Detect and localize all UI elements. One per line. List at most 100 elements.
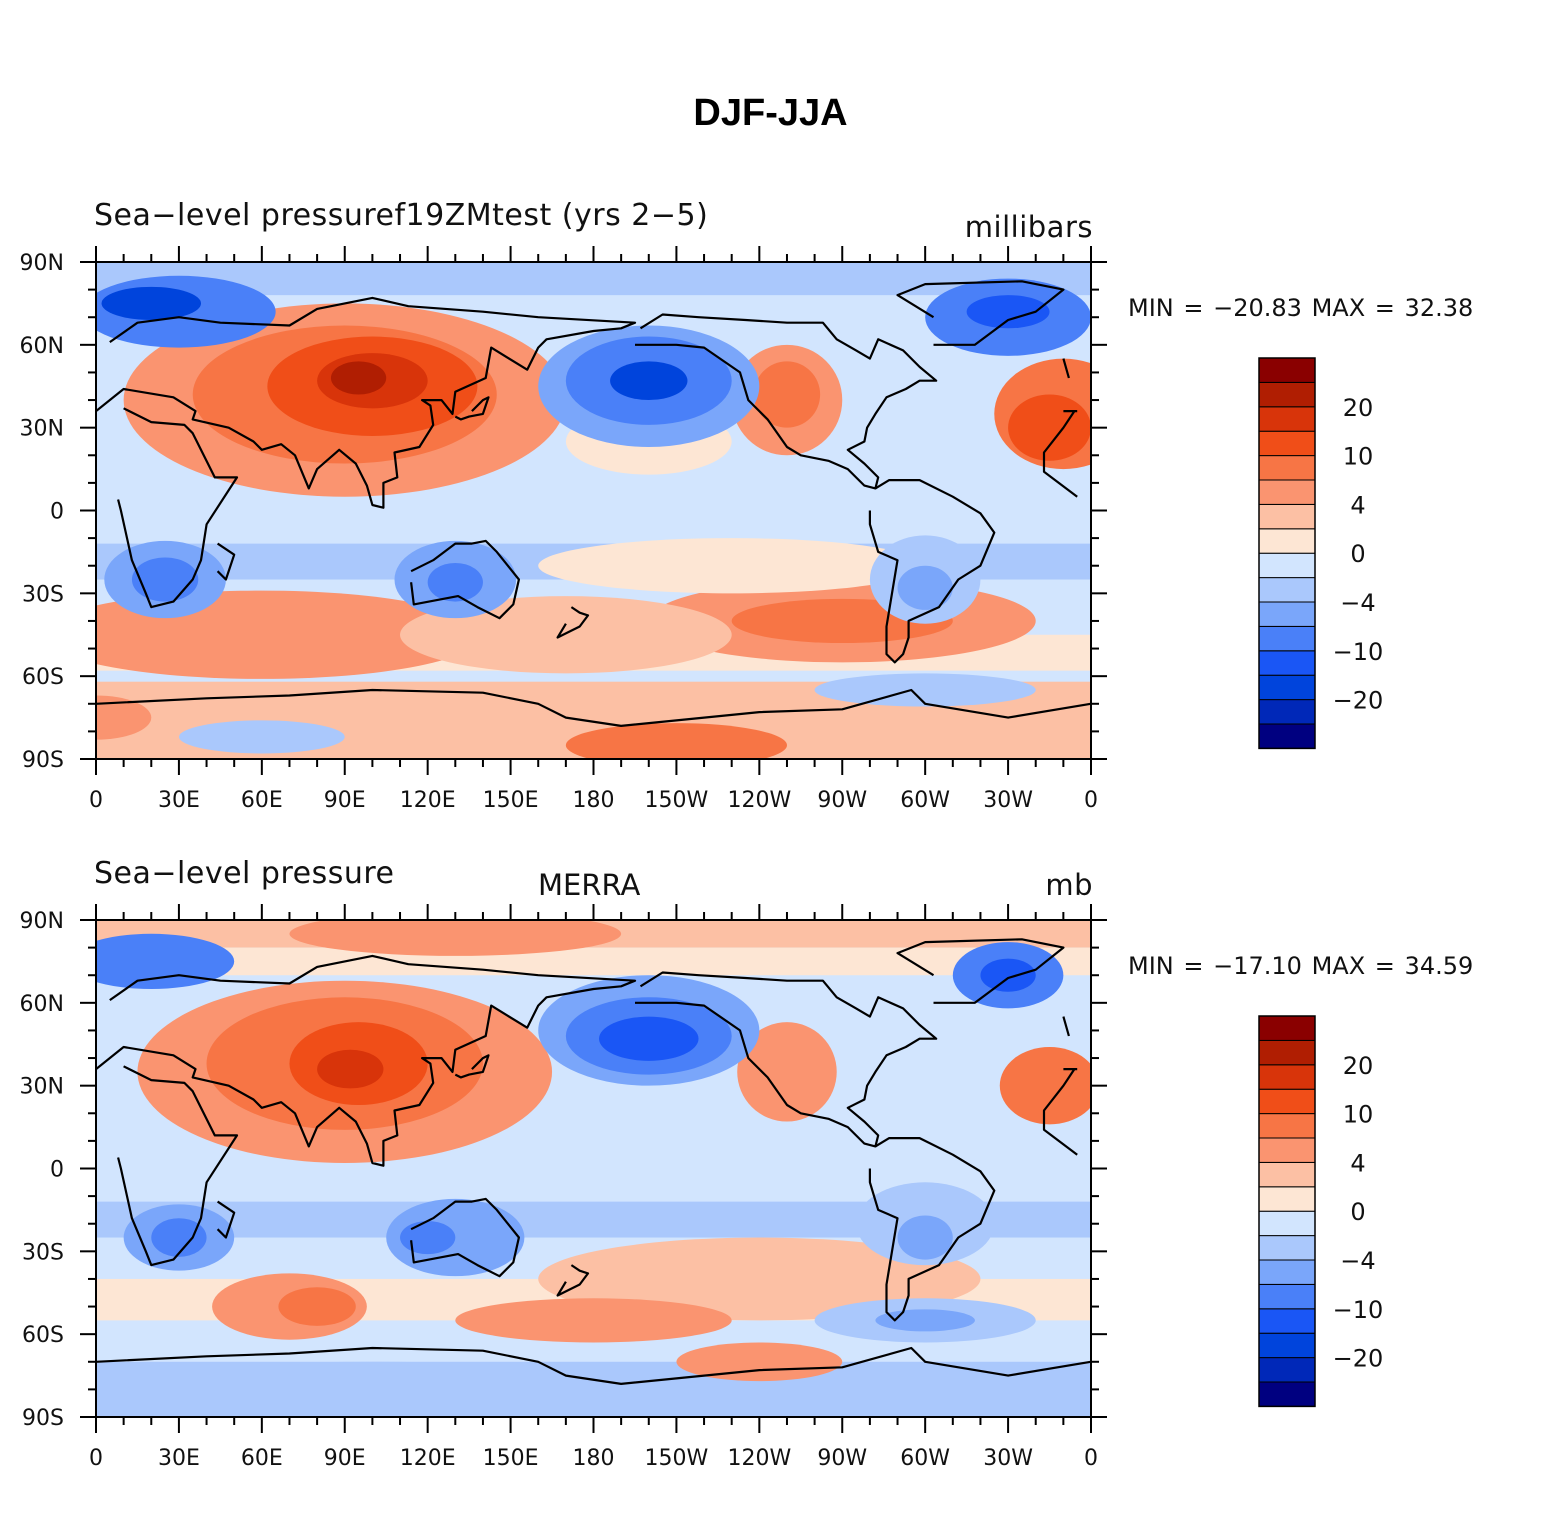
contour-band [96,947,1091,976]
contour-region [96,933,235,990]
figure-title: DJF-JJA [693,92,848,134]
contour-region [980,958,1036,992]
colorbar-swatch [1258,1357,1316,1383]
coastline [410,539,520,620]
colorbar-swatch [1258,1137,1316,1163]
colorbar-swatch [1258,601,1316,627]
colorbar-label: 4 [1350,1149,1365,1177]
colorbar-swatch [1258,1039,1316,1066]
y-tick-label: 90S [22,1406,64,1431]
x-tick-label: 150W [645,788,709,813]
colorbar-swatch [1258,1161,1316,1188]
contour-region [455,1298,732,1343]
x-tick-label: 60W [900,788,950,813]
contour-field [96,920,1091,1417]
panel-left-title: Sea−level pressuref19ZMtest (yrs 2−5) [94,198,709,233]
colorbar-swatch [1258,1332,1316,1359]
min-max-stats: MIN = −20.83 MAX = 32.38 [1128,294,1473,322]
colorbar-swatch [1258,1113,1316,1139]
coastline [454,1054,490,1079]
y-tick-label: 30S [22,1240,64,1265]
x-tick-label: 0 [1084,788,1098,813]
colorbar-swatch [1258,650,1316,676]
colorbar-swatch [1258,1088,1316,1115]
coastline [96,296,1070,509]
x-tick-label: 150W [645,1446,709,1471]
y-tick-label: 60S [22,1323,64,1348]
colorbar-label: −20 [1333,1345,1384,1373]
y-tick-label: 90S [22,748,64,773]
colorbar-swatch [1258,430,1316,457]
y-tick-label: 30S [22,582,64,607]
panel-model: Sea−level pressuref19ZMtest (yrs 2−5) mi… [0,190,1541,830]
colorbar-label: 0 [1350,1198,1365,1226]
colorbar-label: 4 [1350,491,1365,519]
coastlines [96,938,1091,1385]
colorbar-frame [1258,357,1316,750]
coastline [96,1346,1091,1385]
colorbar-swatch [1258,503,1316,530]
contour-region [565,723,787,759]
coastline [96,688,1091,727]
panel-center-title: MERRA [538,868,641,902]
contour-region [427,562,483,602]
colorbar-swatch [1258,1064,1316,1090]
max-value: 32.38 [1404,294,1474,322]
colorbar-swatch [1258,1283,1316,1310]
colorbar-swatch [1258,357,1316,383]
colorbar-label: 10 [1343,443,1374,471]
contour-region [610,361,688,401]
contour-region [400,1220,456,1255]
contour-region [897,565,953,610]
contour-region [151,1218,207,1257]
x-tick-label: 30W [983,788,1033,813]
contour-region [999,1047,1091,1125]
colorbar-swatch [1258,625,1316,652]
colorbar-swatch [1258,674,1316,701]
contour-region [814,673,1036,707]
contour-region [330,361,387,395]
colorbar-label: −4 [1340,589,1375,617]
contour-region [599,1016,699,1061]
contour-field [96,262,1091,759]
y-tick-label: 60N [20,334,64,359]
y-tick-label: 0 [50,500,64,525]
colorbar-label: −20 [1333,687,1384,715]
contour-region [676,1342,843,1382]
x-tick-label: 30E [158,788,200,813]
x-tick-label: 0 [1084,1446,1098,1471]
y-tick-label: 90N [20,909,64,934]
coastline [216,1200,236,1239]
panel-left-title: Sea−level pressure [94,856,395,891]
y-tick-label: 90N [20,251,64,276]
colorbar-label: 0 [1350,540,1365,568]
colorbar-swatch [1258,1381,1316,1407]
coastline [868,479,996,664]
contour-region [96,1361,649,1417]
y-tick-label: 60N [20,992,64,1017]
colorbar-swatch [1258,406,1316,432]
x-tick-label: 60E [241,1446,283,1471]
x-tick-label: 120E [400,788,456,813]
colorbar-label: 10 [1343,1101,1374,1129]
coastline [410,1197,520,1278]
colorbar-swatch [1258,699,1316,725]
coastline [216,542,236,581]
x-tick-label: 30E [158,1446,200,1471]
x-tick-label: 60E [241,788,283,813]
colorbar-swatch [1258,552,1316,579]
colorbar-swatch [1258,381,1316,408]
y-tick-label: 0 [50,1158,64,1183]
colorbar-label: 20 [1343,394,1374,422]
x-tick-label: 150E [483,1446,539,1471]
colorbar-swatch [1258,1235,1316,1261]
contour-region [753,361,821,428]
coastline [96,954,1070,1167]
panel-units: mb [1045,868,1093,902]
contour-region [278,1287,356,1326]
colorbar-swatch [1258,1308,1316,1334]
y-tick-label: 30N [20,417,64,442]
contour-region [400,596,732,674]
max-label: MAX = [1311,952,1395,980]
x-tick-label: 90E [324,788,366,813]
